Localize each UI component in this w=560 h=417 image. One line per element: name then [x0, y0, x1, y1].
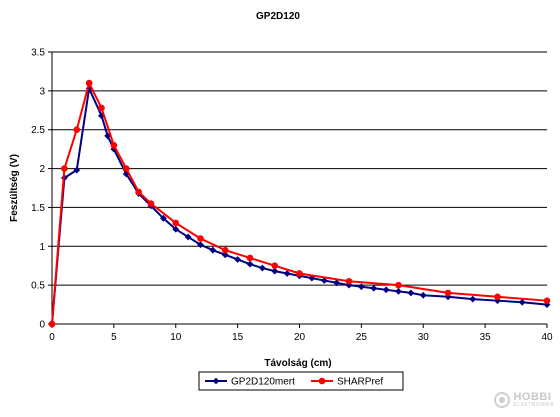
x-tick-label-7: 35: [480, 332, 492, 343]
legend-marker-1: [318, 377, 326, 385]
series-1-point-10: [197, 235, 204, 242]
series-1-point-17: [444, 289, 452, 297]
x-tick-label-0: 0: [49, 332, 55, 343]
y-tick-label-4: 2: [39, 164, 45, 175]
plot-area: 0 0.5 1 1.5 2 2.5 3 3.5 0 5 10 15 20 25 30 35 40: [31, 48, 553, 344]
series-1-point-18: [494, 293, 501, 301]
watermark-sub-text: ELEKTRONIKA: [513, 402, 554, 408]
series-0-point-18: [258, 264, 266, 272]
x-tick-label-2: 10: [170, 332, 182, 343]
series-0-point-10: [159, 214, 167, 222]
x-tick-label-6: 30: [418, 332, 430, 343]
series-1-point-16: [395, 281, 402, 289]
series-0-point-13: [197, 241, 204, 249]
x-tick-label-4: 20: [294, 332, 306, 343]
series-0-point-28: [382, 286, 390, 294]
x-tick-label-8: 40: [541, 332, 553, 343]
x-tick-label-5: 25: [356, 332, 368, 343]
series-1-point-5: [110, 141, 118, 149]
series-0-point-23: [320, 277, 328, 284]
y-tick-label-5: 2.5: [31, 125, 45, 136]
series-1-point-7: [135, 188, 142, 196]
chart-title: GP2D120: [256, 11, 300, 22]
series-0-point-33: [469, 295, 477, 303]
series-1-point-4: [98, 104, 105, 112]
series-0-point-29: [395, 287, 402, 295]
series-0-point-35: [518, 298, 526, 306]
watermark-logo: HOBBI ELEKTRONIKA: [494, 392, 554, 408]
legend-marker-0: [212, 377, 220, 385]
series-0-point-30: [407, 289, 415, 297]
x-axis-label: Távolság (cm): [264, 358, 331, 369]
legend: GP2D120mert SHARPref: [198, 371, 404, 391]
y-tick-label-1: 0.5: [31, 281, 45, 292]
series-0-point-11: [172, 225, 180, 233]
series-0-point-20: [283, 270, 291, 277]
series-0-point-19: [271, 267, 279, 275]
y-axis-label: Feszültség (V): [9, 154, 20, 222]
series-1-point-19: [543, 297, 551, 304]
legend-box: [198, 371, 404, 391]
series-1-point-1: [61, 165, 68, 172]
series-0-point-2: [73, 166, 81, 174]
series-0-point-26: [357, 283, 365, 291]
series-0-point-15: [221, 251, 229, 259]
series-0-point-17: [246, 260, 254, 268]
y-tick-label-7: 3.5: [31, 48, 45, 59]
series-1-point-13: [271, 262, 279, 270]
series-1-point-15: [345, 277, 353, 285]
series-1-point-3: [85, 79, 93, 87]
series-1-point-14: [296, 270, 303, 277]
y-tick-label-2: 1: [39, 242, 45, 253]
series-1-point-6: [122, 165, 130, 172]
x-tick-label-3: 15: [232, 332, 244, 343]
series-0-point-27: [370, 284, 378, 292]
series-1-point-11: [221, 246, 229, 254]
series-0-point-31: [419, 291, 427, 299]
legend-label-1: SHARPref: [337, 377, 383, 388]
series-1-point-0: [48, 320, 56, 328]
series-1-point-12: [246, 254, 254, 262]
y-tick-label-3: 1.5: [31, 203, 45, 214]
y-tick-label-6: 3: [39, 86, 45, 97]
y-tick-label-0: 0: [39, 320, 45, 331]
watermark-circle-icon: [494, 392, 511, 408]
series-0-point-16: [234, 256, 242, 263]
series-0-point-14: [209, 246, 217, 254]
legend-label-0: GP2D120mert: [231, 377, 295, 388]
watermark-main-text: HOBBI: [513, 391, 552, 403]
series-1-point-9: [172, 219, 180, 227]
series-1-point-8: [147, 200, 155, 207]
series-0-point-12: [184, 233, 192, 241]
series-line-1: [51, 82, 548, 325]
x-tick-label-1: 5: [111, 332, 117, 343]
series-0-point-24: [333, 279, 341, 287]
series-1-point-2: [73, 126, 81, 134]
